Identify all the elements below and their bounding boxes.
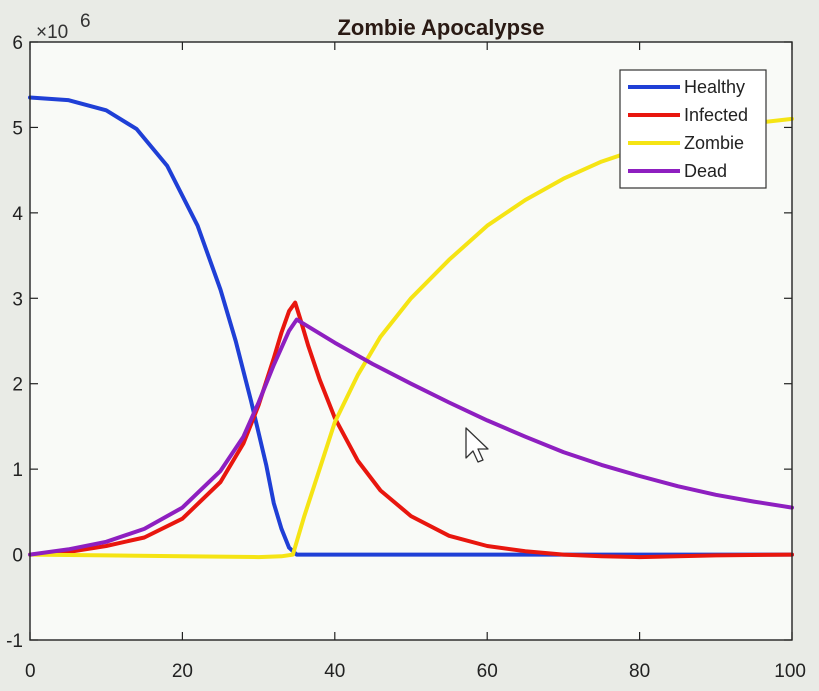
chart-title: Zombie Apocalypse <box>337 15 544 40</box>
legend-label-healthy: Healthy <box>684 77 745 97</box>
legend-label-infected: Infected <box>684 105 748 125</box>
mouse-pointer-icon <box>465 427 489 463</box>
y-tick-label: 2 <box>12 375 23 396</box>
x-tick-label: 100 <box>774 661 806 682</box>
axes-frame <box>29 41 793 641</box>
exponent-power: 6 <box>80 11 91 32</box>
legend-box <box>619 69 767 189</box>
series-line-dead <box>28 317 794 557</box>
y-tick-label: 6 <box>12 33 23 54</box>
x-tick-label: 20 <box>172 661 193 682</box>
legend-label-dead: Dead <box>684 161 727 181</box>
legend: Healthy Infected Zombie Dead <box>619 69 767 189</box>
y-tick-label: 3 <box>12 289 23 310</box>
exponent-base: ×10 <box>36 22 68 43</box>
series-line-infected <box>28 300 794 560</box>
x-tick-label: 60 <box>477 661 498 682</box>
legend-label-zombie: Zombie <box>684 133 744 153</box>
series-line-healthy <box>28 95 794 557</box>
y-tick-label: 0 <box>12 546 23 567</box>
x-tick-label: 80 <box>629 661 650 682</box>
y-exponent-label: ×10 6 <box>36 11 91 43</box>
y-tick-label: 4 <box>12 204 23 225</box>
x-tick-label: 40 <box>324 661 345 682</box>
y-tick-label: 5 <box>12 118 23 139</box>
x-tick-label: 0 <box>25 661 36 682</box>
y-tick-label: -1 <box>6 631 23 652</box>
y-tick-label: 1 <box>12 460 23 481</box>
